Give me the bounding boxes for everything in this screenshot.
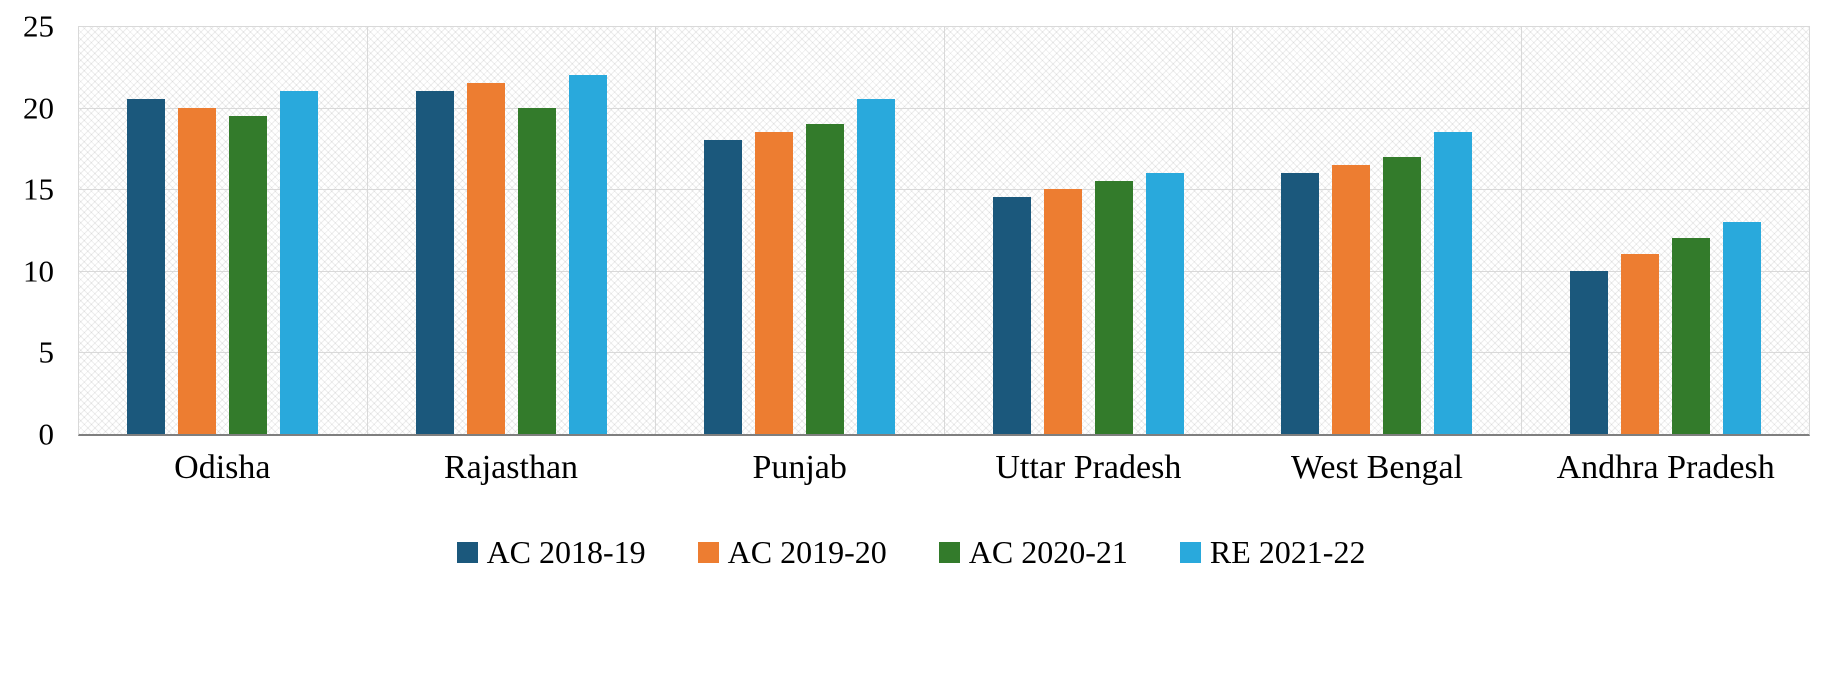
x-category-label: Rajasthan [443,449,579,486]
bar-re-2021-22 [568,74,607,434]
legend-label: AC 2018-19 [486,534,646,570]
bar-groups-container [79,26,1809,434]
bar-ac-2019-20 [466,83,505,434]
legend-label: AC 2020-21 [968,534,1128,570]
bar-ac-2018-19 [415,91,454,434]
bar-ac-2020-21 [229,115,268,434]
legend-swatch-icon [697,541,719,563]
x-category-label: Odisha [174,449,271,486]
bar-ac-2018-19 [704,140,743,434]
bar-re-2021-22 [280,91,319,434]
bar-ac-2018-19 [1281,172,1320,434]
legend-swatch-icon [456,541,478,563]
bar-ac-2020-21 [1094,181,1133,434]
bar-ac-2020-21 [517,107,556,434]
y-tick-label: 5 [38,334,55,370]
y-axis: 0 5 10 15 20 25 [0,11,62,450]
x-axis: Odisha Rajasthan Punjab Uttar Pradesh West B… [78,448,1810,489]
legend: AC 2018-19 AC 2019-20 AC 2020-21 RE 2021-22 [0,536,1822,568]
legend-label: RE 2021-22 [1209,534,1366,570]
legend-item-ac-2019-20: AC 2019-20 [697,534,887,570]
bar-re-2021-22 [857,99,896,434]
bar-ac-2019-20 [178,107,217,434]
y-tick-label: 20 [23,90,54,126]
bar-group-rajasthan [368,26,656,434]
y-tick-label: 25 [23,8,54,44]
legend-swatch-icon [1179,541,1201,563]
bar-group-punjab [656,26,945,434]
bar-ac-2019-20 [1043,189,1082,434]
legend-item-ac-2018-19: AC 2018-19 [456,534,646,570]
legend-swatch-icon [938,541,960,563]
bar-re-2021-22 [1145,172,1184,434]
bar-ac-2018-19 [992,197,1031,434]
x-category-label: Andhra Pradesh [1556,449,1775,486]
bar-re-2021-22 [1722,221,1761,434]
plot-area [78,26,1810,436]
y-tick-label: 10 [23,253,54,289]
bar-re-2021-22 [1434,132,1473,434]
x-category-label: West Bengal [1291,449,1463,486]
bar-group-andhra-pradesh [1522,26,1810,434]
x-category-label: Uttar Pradesh [995,449,1182,486]
x-category-label: Punjab [752,449,847,486]
bar-group-uttar-pradesh [945,26,1233,434]
bar-ac-2020-21 [1671,238,1710,434]
y-tick-label: 15 [23,171,54,207]
y-tick-label: 0 [38,416,55,452]
legend-item-re-2021-22: RE 2021-22 [1179,534,1366,570]
legend-label: AC 2019-20 [727,534,887,570]
bar-ac-2019-20 [755,132,794,434]
bar-ac-2020-21 [806,123,845,434]
legend-item-ac-2020-21: AC 2020-21 [938,534,1128,570]
bar-ac-2018-19 [1569,270,1608,434]
bar-group-west-bengal [1233,26,1522,434]
bar-ac-2020-21 [1383,156,1422,434]
bar-ac-2018-19 [127,99,166,434]
bar-ac-2019-20 [1332,164,1371,434]
bar-group-odisha [79,26,368,434]
bar-ac-2019-20 [1620,254,1659,434]
